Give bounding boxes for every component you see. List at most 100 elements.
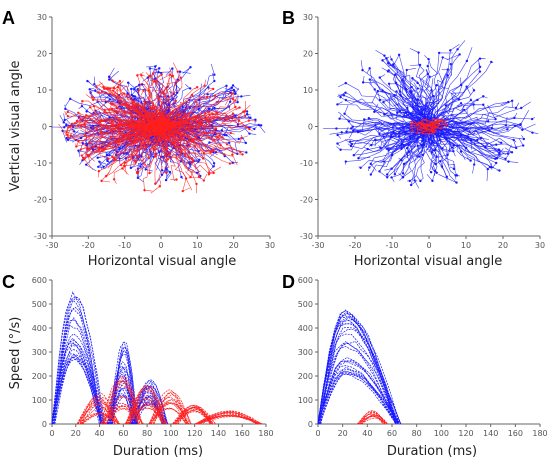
panel-a-blue-trajectory-endpoint bbox=[208, 141, 211, 144]
panel-b-blue-trajectory-endpoint bbox=[522, 144, 525, 147]
panel-c-series-3-speed-profile bbox=[77, 413, 116, 425]
panel-a-red-trajectory bbox=[155, 124, 194, 178]
panel-b-blue-trajectory-endpoint bbox=[486, 120, 490, 123]
panel-a-red-trajectory-endpoint bbox=[80, 154, 83, 157]
panel-a-blue-trajectory-endpoint bbox=[259, 124, 263, 127]
panel-c-series-3-speed-profile bbox=[81, 396, 120, 425]
panel-a-red-trajectory bbox=[137, 72, 164, 127]
panel-b-blue-trajectory bbox=[428, 125, 438, 165]
panel-d-series-1-speed-profile bbox=[359, 411, 387, 425]
panel-b-blue-trajectory-endpoint bbox=[344, 160, 348, 163]
panel-b-trajectory-plot: -30 -20 -10 0 10 20 30 -30 -20 -10 0 10 20 30 bbox=[300, 13, 545, 250]
panel-a-blue-trajectory-endpoint bbox=[197, 136, 201, 139]
panel-a-red-trajectory-endpoint bbox=[76, 124, 80, 128]
panel-b-blue-trajectory-endpoint bbox=[426, 72, 429, 76]
panel-d-series-0-speed-profile bbox=[317, 371, 399, 425]
panel-b-blue-trajectory bbox=[394, 71, 427, 130]
panel-a-red-trajectory-endpoint bbox=[152, 148, 156, 152]
panel-a-red-trajectory-endpoint bbox=[116, 85, 120, 89]
panel-b-blue-trajectory-endpoint bbox=[476, 98, 479, 102]
panel-a-red-trajectory-endpoint bbox=[102, 148, 105, 151]
panel-b-blue-trajectory-endpoint bbox=[490, 126, 493, 130]
panel-a-red-trajectory-endpoint bbox=[79, 148, 83, 151]
panel-a-blue-trajectory-endpoint bbox=[225, 134, 228, 137]
panel-a-red-trajectory-endpoint bbox=[248, 127, 251, 131]
panel-b-blue-trajectory-endpoint bbox=[359, 166, 362, 169]
panel-c-series-0-speed-profile bbox=[51, 342, 100, 425]
panel-a-red-trajectory-endpoint bbox=[230, 92, 234, 95]
panel-d-y-tick-label: 300 bbox=[298, 348, 313, 357]
panel-b-red-cluster-trace bbox=[425, 123, 432, 127]
panel-b-blue-trajectory-endpoint bbox=[510, 151, 514, 154]
panel-d-series-0-speed-profile bbox=[317, 314, 397, 425]
panel-c-series-7-speed-profile bbox=[174, 407, 213, 425]
panel-c-series-0-speed-profile bbox=[54, 296, 106, 425]
panel-b-blue-trajectory bbox=[405, 67, 432, 129]
panel-b-red-cluster-trace bbox=[417, 128, 429, 133]
panel-a-red-trajectory-endpoint bbox=[166, 158, 170, 161]
panel-b-blue-trajectory-endpoint bbox=[352, 129, 355, 133]
panel-c-series-7-speed-profile bbox=[173, 410, 212, 425]
panel-c-x-tick-label: 40 bbox=[94, 429, 104, 438]
panel-a-red-trajectory bbox=[111, 108, 163, 132]
panel-b-blue-trajectory-endpoint bbox=[340, 131, 343, 134]
panel-a-red-trajectory-endpoint bbox=[137, 89, 140, 92]
panel-a-red-trajectory-endpoint bbox=[123, 164, 126, 168]
panel-b-blue-trajectory bbox=[429, 47, 473, 126]
panel-a-red-trajectory-endpoint bbox=[164, 160, 168, 163]
panel-b-blue-trajectory-endpoint bbox=[411, 76, 414, 80]
panel-a-red-trajectory-endpoint bbox=[84, 134, 87, 138]
panel-c-series-4-speed-profile bbox=[105, 404, 144, 425]
panel-a-red-trajectory-endpoint bbox=[162, 92, 165, 96]
panel-b-blue-trajectory-endpoint bbox=[476, 138, 479, 142]
panel-c-series-8-speed-profile bbox=[198, 411, 262, 425]
panel-a-blue-trajectory-endpoint bbox=[148, 67, 152, 70]
panel-b-blue-trajectory-endpoint bbox=[350, 127, 353, 130]
panel-a-red-trajectory-endpoint bbox=[66, 110, 69, 114]
panel-b-x-tick-label: 10 bbox=[461, 241, 471, 250]
panel-b-blue-trajectory bbox=[428, 122, 523, 130]
panel-a-blue-trajectory-endpoint bbox=[130, 87, 133, 91]
panel-b-blue-trajectory-endpoint bbox=[439, 159, 442, 163]
panel-b-blue-trajectory bbox=[425, 129, 500, 171]
panel-b-blue-trajectory bbox=[426, 121, 448, 178]
panel-c-series-1-speed-profile bbox=[107, 365, 133, 425]
panel-c-series-0-speed-profile bbox=[51, 308, 103, 425]
panel-a-blue-trajectory-endpoint bbox=[85, 110, 88, 113]
panel-d-speed-plot: 0 20 40 60 80 100 120 140 160 180 0 100 200 300 400 500… bbox=[298, 276, 548, 438]
panel-b-blue-trajectory-endpoint bbox=[449, 62, 452, 66]
panel-c-x-tick-label: 60 bbox=[118, 429, 128, 438]
panel-a-red-trajectory-endpoint bbox=[81, 99, 84, 103]
panel-b-blue-trajectory-endpoint bbox=[500, 141, 503, 145]
panel-a-blue-trajectory-endpoint bbox=[158, 67, 161, 70]
panel-c-series-6-speed-profile bbox=[148, 402, 187, 425]
panel-b-blue-trajectory-endpoint bbox=[390, 167, 393, 170]
panel-c-x-tick-label: 80 bbox=[142, 429, 152, 438]
panel-a-red-trajectory-endpoint bbox=[210, 149, 213, 152]
panel-a-red-trajectory-endpoint bbox=[244, 110, 247, 113]
panel-a-red-trajectory-endpoint bbox=[105, 87, 108, 90]
panel-a-red-trajectory-endpoint bbox=[206, 110, 210, 113]
panel-c-series-7-speed-profile bbox=[177, 405, 216, 425]
panel-a-blue-trajectory-endpoint bbox=[213, 106, 216, 110]
panel-c-series-3-speed-profile bbox=[80, 413, 119, 425]
panel-a-red-trajectory-endpoint bbox=[168, 73, 172, 76]
panel-a-red-trajectory bbox=[160, 95, 216, 128]
panel-b-blue-trajectory-endpoint bbox=[349, 144, 353, 148]
panel-a-red-trajectory bbox=[136, 124, 168, 174]
panel-b-blue-trajectory-endpoint bbox=[469, 159, 472, 162]
panel-c-x-tick-label: 20 bbox=[71, 429, 81, 438]
panel-a-red-trajectory-endpoint bbox=[69, 134, 73, 137]
panel-a-blue-trajectory-endpoint bbox=[102, 165, 105, 168]
panel-a-red-trajectory-endpoint bbox=[112, 157, 116, 160]
panel-a-red-trajectory-endpoint bbox=[181, 189, 184, 193]
panel-b-blue-trajectory bbox=[420, 69, 434, 129]
panel-c-series-8-speed-profile bbox=[196, 412, 259, 425]
panel-b-blue-trajectory-endpoint bbox=[478, 57, 482, 60]
panel-a-x-tick-label: 10 bbox=[192, 241, 202, 250]
panel-a-blue-trajectory-endpoint bbox=[212, 162, 216, 165]
panel-a-red-trajectory-endpoint bbox=[211, 112, 215, 116]
panel-d-series-0-speed-profile bbox=[317, 361, 399, 425]
panel-a-red-trajectory-endpoint bbox=[185, 100, 188, 104]
panel-b-blue-trajectory-endpoint bbox=[368, 166, 371, 169]
